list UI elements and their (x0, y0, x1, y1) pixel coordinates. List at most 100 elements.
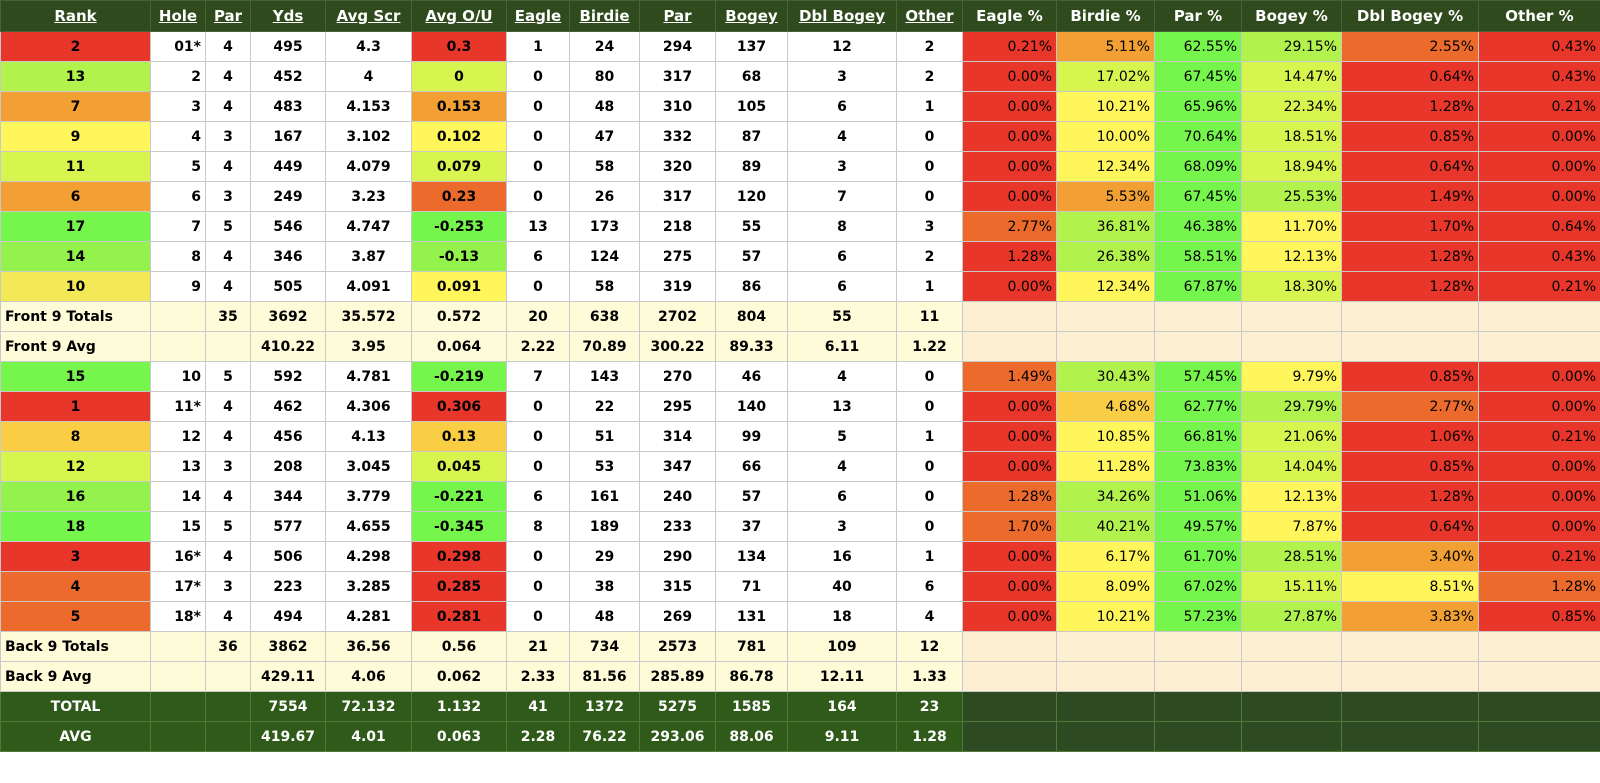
eagle-pct-cell: 2.77% (962, 211, 1057, 242)
bogey-pct-cell (1241, 661, 1342, 692)
header-birdie[interactable]: Birdie (569, 0, 640, 32)
avg-ou-cell: -0.253 (411, 211, 507, 242)
birdie-cell: 189 (569, 511, 640, 542)
birdie-cell: 29 (569, 541, 640, 572)
hole-row: 9 4 3 167 3.102 0.102 0 47 332 87 4 0 0.00% 10.00% 70.… (0, 121, 1600, 152)
rank-cell: 14 (0, 241, 151, 272)
eagle-cell: 0 (506, 271, 570, 302)
par-cell: 4 (205, 421, 251, 452)
birdie-pct-cell: 34.26% (1056, 481, 1155, 512)
dbl-bogey-cell: 4 (787, 361, 897, 392)
avg-scr-cell: 3.102 (325, 121, 412, 152)
par-count-cell: 218 (639, 211, 716, 242)
bogey-pct-cell: 29.15% (1241, 31, 1342, 62)
eagle-pct-cell: 1.49% (962, 361, 1057, 392)
birdie-cell: 173 (569, 211, 640, 242)
other-pct-cell: 0.21% (1478, 421, 1600, 452)
header-hole[interactable]: Hole (150, 0, 206, 32)
par-cell: 3 (205, 121, 251, 152)
avg-ou-cell: 0.23 (411, 181, 507, 212)
yds-cell: 449 (250, 151, 326, 182)
par-cell: 4 (205, 391, 251, 422)
other-pct-cell (1478, 301, 1600, 332)
summary-row: Front 9 Totals 35 3692 35.572 0.572 20 638 2702… (0, 301, 1600, 332)
par-pct-cell (1154, 631, 1242, 662)
eagle-pct-cell: 0.00% (962, 601, 1057, 632)
header-par[interactable]: Par (205, 0, 251, 32)
avg-scr-cell: 4.655 (325, 511, 412, 542)
avg-scr-cell: 4.747 (325, 211, 412, 242)
rank-cell: 15 (0, 361, 151, 392)
par-cell: 3 (205, 571, 251, 602)
birdie-cell: 53 (569, 451, 640, 482)
birdie-pct-cell: 12.34% (1056, 151, 1155, 182)
yds-cell: 483 (250, 91, 326, 122)
hole-cell (150, 331, 206, 362)
other-cell: 0 (896, 151, 963, 182)
par-pct-cell (1154, 661, 1242, 692)
header-rank[interactable]: Rank (0, 0, 151, 32)
avg-scr-cell: 4.01 (325, 721, 412, 752)
header-par-count[interactable]: Par (639, 0, 716, 32)
header-bogey-pct: Bogey % (1241, 0, 1342, 32)
bogey-pct-cell (1241, 721, 1342, 752)
row-label: Back 9 Totals (0, 631, 151, 662)
avg-ou-cell: 0.13 (411, 421, 507, 452)
eagle-cell: 0 (506, 421, 570, 452)
eagle-cell: 0 (506, 601, 570, 632)
birdie-cell: 638 (569, 301, 640, 332)
dbl-bogey-pct-cell: 1.28% (1341, 91, 1479, 122)
dbl-bogey-cell: 109 (787, 631, 897, 662)
bogey-pct-cell: 12.13% (1241, 241, 1342, 272)
eagle-pct-cell: 0.00% (962, 151, 1057, 182)
par-pct-cell: 67.45% (1154, 61, 1242, 92)
par-count-cell: 317 (639, 181, 716, 212)
hole-cell: 11* (150, 391, 206, 422)
avg-scr-cell: 4.091 (325, 271, 412, 302)
hole-cell: 10 (150, 361, 206, 392)
eagle-pct-cell: 1.70% (962, 511, 1057, 542)
par-count-cell: 314 (639, 421, 716, 452)
header-dbl-bogey[interactable]: Dbl Bogey (787, 0, 897, 32)
eagle-pct-cell: 1.28% (962, 481, 1057, 512)
hole-cell: 9 (150, 271, 206, 302)
bogey-cell: 781 (715, 631, 788, 662)
yds-cell: 249 (250, 181, 326, 212)
header-other[interactable]: Other (896, 0, 963, 32)
dbl-bogey-cell: 8 (787, 211, 897, 242)
eagle-cell: 0 (506, 61, 570, 92)
header-bogey[interactable]: Bogey (715, 0, 788, 32)
par-count-cell: 300.22 (639, 331, 716, 362)
par-count-cell: 319 (639, 271, 716, 302)
yds-cell: 546 (250, 211, 326, 242)
header-dbl-bogey-pct: Dbl Bogey % (1341, 0, 1479, 32)
par-cell: 4 (205, 271, 251, 302)
eagle-cell: 0 (506, 181, 570, 212)
dbl-bogey-pct-cell (1341, 631, 1479, 662)
header-avg-ou[interactable]: Avg O/U (411, 0, 507, 32)
par-cell: 4 (205, 91, 251, 122)
dbl-bogey-cell: 12.11 (787, 661, 897, 692)
header-eagle-pct: Eagle % (962, 0, 1057, 32)
other-cell: 2 (896, 241, 963, 272)
header-eagle[interactable]: Eagle (506, 0, 570, 32)
header-avg-scr[interactable]: Avg Scr (325, 0, 412, 32)
yds-cell: 456 (250, 421, 326, 452)
avg-scr-cell: 4.13 (325, 421, 412, 452)
par-cell: 4 (205, 151, 251, 182)
hole-cell: 01* (150, 31, 206, 62)
dbl-bogey-cell: 4 (787, 121, 897, 152)
dbl-bogey-cell: 6 (787, 481, 897, 512)
par-count-cell: 5275 (639, 691, 716, 722)
header-yds[interactable]: Yds (250, 0, 326, 32)
avg-scr-cell: 4.298 (325, 541, 412, 572)
dbl-bogey-pct-cell: 1.28% (1341, 271, 1479, 302)
avg-ou-cell: 0.3 (411, 31, 507, 62)
other-pct-cell: 0.00% (1478, 391, 1600, 422)
par-pct-cell (1154, 301, 1242, 332)
other-pct-cell: 0.00% (1478, 511, 1600, 542)
header-other-pct: Other % (1478, 0, 1600, 32)
bogey-cell: 137 (715, 31, 788, 62)
par-pct-cell: 57.23% (1154, 601, 1242, 632)
avg-scr-cell: 4.06 (325, 661, 412, 692)
